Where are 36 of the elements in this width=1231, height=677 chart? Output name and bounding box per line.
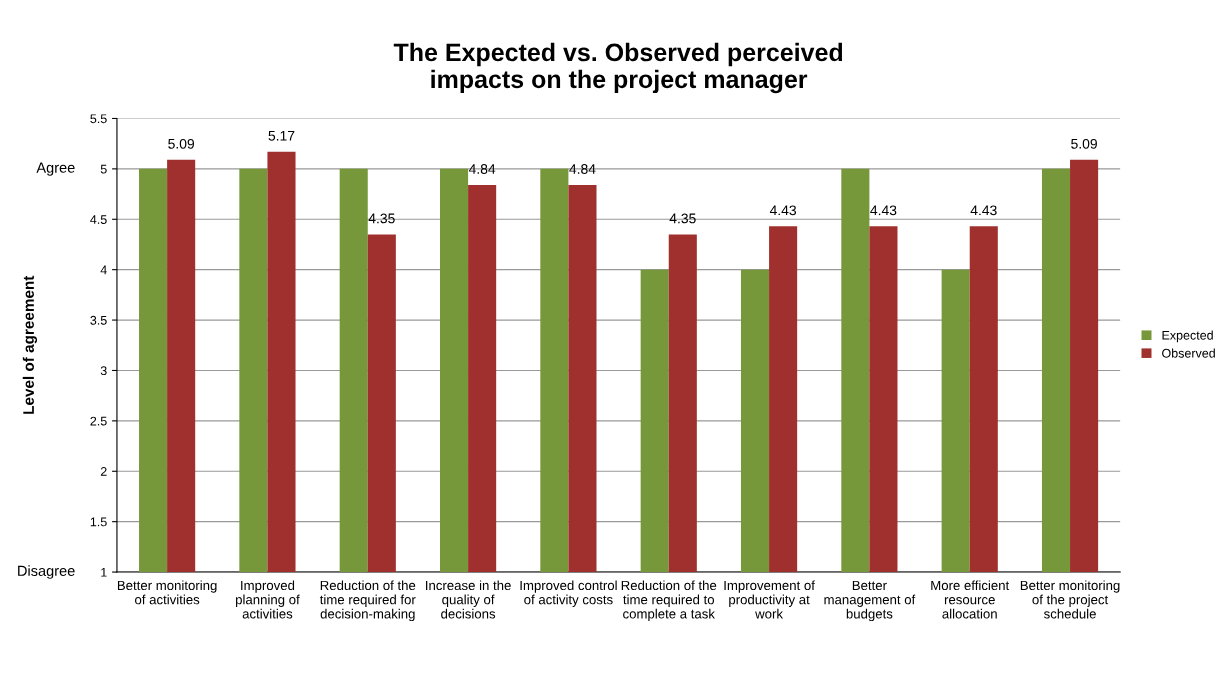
y-tick-label: 4.5 — [90, 215, 107, 224]
y-tick-label: 1.5 — [90, 517, 107, 527]
y-tick-label: 5.5 — [90, 114, 107, 124]
y-tick-label: 3.5 — [90, 315, 107, 325]
y-axis-title: Level of agreement — [22, 275, 38, 414]
y-tick-label: 2.5 — [90, 416, 107, 426]
x-tick-label: Improvement of productivity at work — [724, 580, 815, 619]
data-label: 4.84 — [569, 164, 596, 174]
x-tick-label: Increase in the quality of decisions — [426, 580, 511, 619]
y-tick-label: 2 — [100, 467, 107, 476]
y-tick-label: 4 — [100, 265, 107, 275]
x-tick-label: Improved planning of activities — [236, 580, 300, 619]
x-tick-label: More efficient resource allocation — [931, 580, 1010, 619]
y-tick-label: 5 — [100, 164, 107, 174]
legend-label: Observed — [1162, 348, 1215, 358]
y-tick-label: 3 — [100, 366, 107, 376]
text: Agree — [36, 162, 75, 176]
data-label: 5.09 — [1071, 138, 1097, 149]
y-tick-label: 1 — [101, 567, 107, 577]
x-tick-label: Better management of budgets — [824, 580, 916, 622]
x-tick-label: Reduction of the time required to complete a task — [621, 580, 717, 622]
data-label: 5.09 — [168, 138, 195, 149]
data-label: 4.43 — [870, 205, 897, 216]
data-label: 5.17 — [268, 130, 295, 141]
data-label: 4.43 — [769, 205, 797, 216]
x-tick-label: Better monitoring of the project schedule — [1020, 580, 1120, 619]
x-tick-label: Reduction of the time required for decision-making — [319, 580, 416, 622]
text: Disagree — [18, 565, 75, 579]
x-tick-label: Improved control of activity costs — [520, 580, 617, 607]
data-label: 4.35 — [669, 213, 696, 224]
data-label: 4.35 — [368, 213, 395, 224]
x-tick-label: Better monitoring of activities — [117, 580, 217, 605]
legend-label: Expected — [1162, 330, 1213, 343]
data-label: 4.84 — [468, 164, 496, 174]
chart-title: The Expected vs. Observed perceived impacts on the project manager — [393, 42, 843, 94]
data-label: 4.43 — [970, 205, 997, 216]
